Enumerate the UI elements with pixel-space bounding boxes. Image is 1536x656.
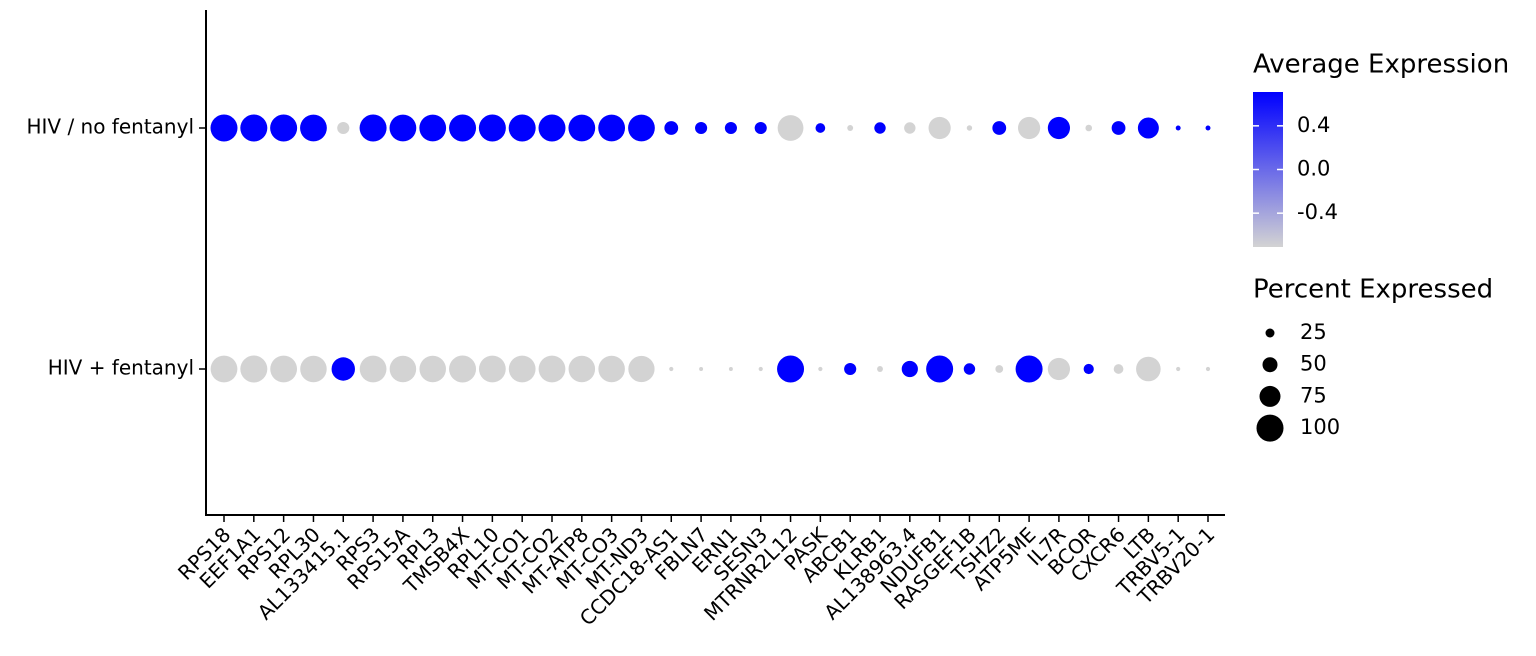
dot xyxy=(1136,356,1161,382)
dot xyxy=(1205,125,1211,131)
dot xyxy=(240,355,268,383)
dot xyxy=(1015,355,1043,383)
dot xyxy=(901,360,918,378)
dot xyxy=(568,355,596,383)
dot xyxy=(359,114,387,142)
dot xyxy=(874,122,886,134)
dot xyxy=(240,114,268,142)
dot xyxy=(331,357,355,381)
dot xyxy=(754,121,767,135)
dot xyxy=(669,366,674,372)
dot xyxy=(995,365,1004,373)
dot xyxy=(628,355,655,383)
dot xyxy=(300,114,327,142)
size-legend-dot xyxy=(1265,328,1275,338)
dot xyxy=(847,125,854,131)
dot xyxy=(1111,121,1126,135)
colorbar-label: -0.4 xyxy=(1297,200,1338,224)
dot xyxy=(628,114,655,142)
dot xyxy=(449,355,477,383)
dot xyxy=(1047,357,1071,381)
dot xyxy=(1205,366,1211,372)
dot xyxy=(818,366,823,372)
colorbar-label: 0.4 xyxy=(1297,113,1330,137)
size-legend-title: Percent Expressed xyxy=(1253,275,1493,305)
dot xyxy=(1083,363,1094,375)
size-legend-dot xyxy=(1262,357,1278,373)
dot xyxy=(419,114,447,142)
dot xyxy=(210,114,238,142)
dot xyxy=(904,122,916,134)
dot xyxy=(568,114,596,142)
colorbar-label: 0.0 xyxy=(1297,157,1330,181)
color-legend-title: Average Expression xyxy=(1253,50,1509,80)
dot xyxy=(777,115,804,141)
dot xyxy=(728,367,733,371)
size-legend-label: 100 xyxy=(1300,415,1340,439)
dot xyxy=(478,114,506,142)
dot xyxy=(992,121,1007,135)
dot xyxy=(538,355,566,383)
dot xyxy=(1113,364,1124,374)
dot xyxy=(300,355,327,383)
dot xyxy=(508,355,536,383)
dot xyxy=(210,355,238,383)
dot xyxy=(695,121,708,135)
y-tick-label: HIV + fentanyl xyxy=(48,356,194,380)
dot xyxy=(966,125,973,131)
size-legend-dot xyxy=(1256,414,1284,442)
dot xyxy=(337,121,350,135)
dot xyxy=(449,114,477,142)
dot xyxy=(664,121,679,135)
dot xyxy=(389,114,417,142)
dot xyxy=(478,355,506,383)
size-legend-label: 50 xyxy=(1300,352,1327,376)
dot xyxy=(1017,116,1041,140)
dot xyxy=(508,114,536,142)
dot xyxy=(1176,366,1181,372)
dot xyxy=(598,114,626,142)
dot xyxy=(419,355,446,383)
dot xyxy=(724,121,737,135)
dot xyxy=(538,114,566,142)
dot xyxy=(598,355,625,383)
dot xyxy=(1175,125,1181,131)
size-legend-label: 75 xyxy=(1300,383,1327,407)
y-tick-label: HIV / no fentanyl xyxy=(26,115,194,139)
dot xyxy=(926,355,954,383)
dot xyxy=(844,362,857,376)
dot xyxy=(963,363,976,375)
dot xyxy=(1085,124,1093,132)
size-legend-label: 25 xyxy=(1300,320,1327,344)
dot xyxy=(389,355,417,383)
dot xyxy=(359,355,387,383)
dot xyxy=(758,366,763,372)
dot xyxy=(1137,117,1159,139)
dot xyxy=(928,116,951,140)
dot xyxy=(777,355,805,383)
dot xyxy=(1047,116,1071,140)
dot xyxy=(877,366,883,372)
dot xyxy=(815,123,826,133)
size-legend-dot xyxy=(1259,385,1281,407)
dot xyxy=(270,114,298,142)
dot xyxy=(270,355,298,383)
dot xyxy=(699,367,704,371)
